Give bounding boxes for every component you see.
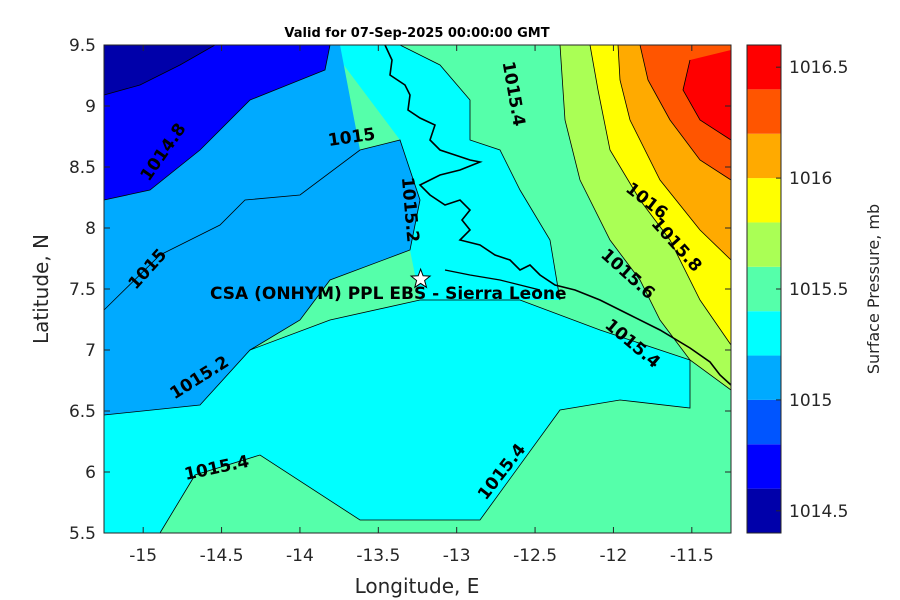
y-tick-label: 9: [85, 97, 96, 117]
x-tick-label: -13.5: [356, 546, 400, 566]
colorbar-tick-label: 1016.5: [789, 58, 848, 78]
y-tick-label: 9.5: [69, 36, 96, 56]
colorbar-swatch: [747, 311, 781, 356]
colorbar-tick-label: 1015.5: [789, 280, 848, 300]
y-tick-label: 5.5: [69, 524, 96, 544]
colorbar-swatch: [747, 444, 781, 489]
y-axis-label: Latitude, N: [29, 234, 53, 344]
colorbar-swatch: [747, 45, 781, 90]
map-title: Valid for 07-Sep-2025 00:00:00 GMT: [284, 26, 549, 41]
colorbar-swatch: [747, 222, 781, 267]
x-tick-label: -13: [443, 546, 471, 566]
site-label: CSA (ONHYM) PPL EBS - Sierra Leone: [210, 284, 567, 304]
colorbar-swatch: [747, 355, 781, 400]
x-tick-label: -12.5: [513, 546, 557, 566]
x-axis-ticks: -15 -14.5 -14 -13.5 -13 -12.5 -12 -11.5: [129, 45, 714, 566]
y-axis-ticks: 5.5 6 6.5 7 7.5 8 8.5 9 9.5: [69, 36, 731, 544]
colorbar-swatch: [747, 488, 781, 533]
colorbar-swatch: [747, 133, 781, 179]
y-tick-label: 6: [85, 463, 96, 483]
colorbar-label: Surface Pressure, mb: [864, 204, 883, 374]
colorbar-swatch: [747, 399, 781, 445]
colorbar-tick-label: 1014.5: [789, 502, 848, 522]
x-axis-label: Longitude, E: [355, 574, 480, 598]
y-tick-label: 8: [85, 219, 96, 239]
x-tick-label: -14.5: [200, 546, 244, 566]
y-tick-label: 8.5: [69, 158, 96, 178]
colorbar-tick-label: 1016: [789, 169, 832, 189]
y-tick-label: 7.5: [69, 280, 96, 300]
colorbar: [747, 45, 781, 533]
colorbar-swatch: [747, 178, 781, 223]
coastline: [384, 45, 731, 386]
colorbar-swatch: [747, 266, 781, 312]
x-tick-label: -12: [600, 546, 628, 566]
colorbar-tick-label: 1015: [789, 391, 832, 411]
pressure-field: [104, 45, 731, 533]
site-marker: [409, 267, 432, 289]
y-tick-label: 7: [85, 341, 96, 361]
y-tick-label: 6.5: [69, 402, 96, 422]
x-tick-label: -11.5: [670, 546, 714, 566]
colorbar-swatch: [747, 89, 781, 134]
x-tick-label: -15: [129, 546, 157, 566]
x-tick-label: -14: [286, 546, 314, 566]
colorbar-ticks: 1014.5 1015 1015.5 1016 1016.5: [776, 58, 848, 522]
